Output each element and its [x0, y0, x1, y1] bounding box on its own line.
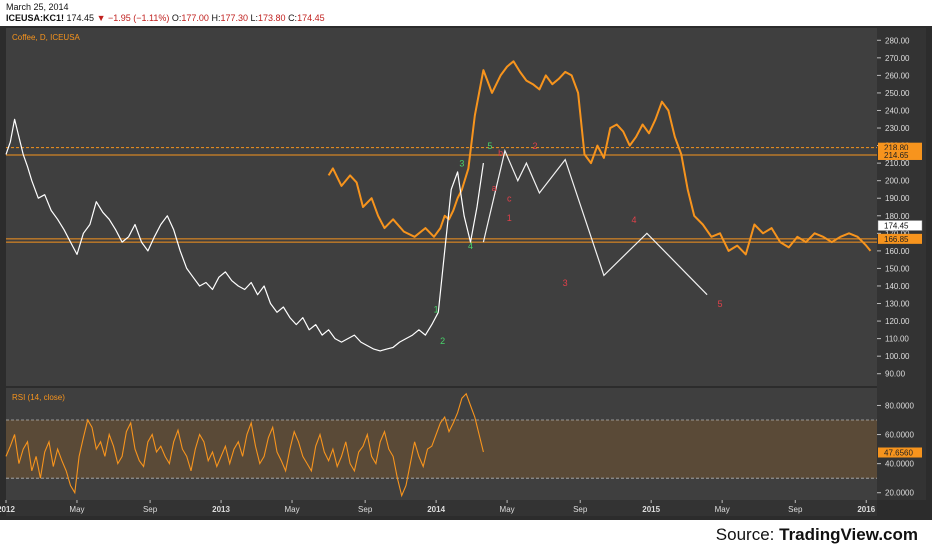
source-label: Source:: [715, 525, 775, 544]
y-tick-label: 210.00: [885, 159, 910, 168]
x-tick-label: May: [500, 505, 515, 514]
y-tick-label: 240.00: [885, 106, 910, 115]
y-tick-label: 90.00: [885, 370, 906, 379]
low-label: L:: [250, 13, 259, 23]
rsi-y-tick-label: 80.0000: [885, 401, 914, 410]
x-tick-label: May: [715, 505, 730, 514]
x-tick-label: 2012: [0, 505, 15, 514]
wave-label: a: [492, 183, 497, 193]
wave-label: b: [498, 148, 503, 158]
y-tick-label: 230.00: [885, 124, 910, 133]
level-tag: [878, 233, 922, 244]
y-tick-label: 260.00: [885, 71, 910, 80]
rsi-y-tick-label: 60.0000: [885, 431, 914, 440]
last-price-label: 174.45: [884, 222, 909, 231]
level-tag: [878, 142, 922, 153]
rsi-title: RSI (14, close): [12, 393, 65, 402]
level-label: 214.65: [884, 151, 909, 160]
rsi-y-tick-label: 40.0000: [885, 460, 914, 469]
symbol-label: ICEUSA:KC1!: [6, 13, 65, 23]
y-tick-label: 170.00: [885, 229, 910, 238]
wave-label: 2: [440, 336, 445, 346]
y-tick-label: 130.00: [885, 300, 910, 309]
rsi-line[interactable]: [5, 392, 484, 498]
wave-label: 5: [487, 141, 492, 151]
header-quote: ICEUSA:KC1! 174.45 ▼ −1.95 (−1.11%) O:17…: [6, 13, 325, 23]
x-tick-label: Sep: [358, 505, 373, 514]
wave-label: 1: [434, 304, 439, 314]
quote-header: March 25, 2014 ICEUSA:KC1! 174.45 ▼ −1.9…: [0, 0, 932, 26]
y-tick-label: 180.00: [885, 212, 910, 221]
header-date: March 25, 2014: [6, 2, 69, 12]
main-pane[interactable]: [6, 28, 877, 386]
high-label: H:: [211, 13, 221, 23]
rsi-last-label: 47.6560: [884, 449, 913, 458]
x-tick-label: Sep: [573, 505, 588, 514]
x-tick-label: 2013: [212, 505, 230, 514]
y-tick-label: 250.00: [885, 89, 910, 98]
high-value: 177.30: [220, 13, 248, 23]
y-tick-label: 270.00: [885, 54, 910, 63]
chart-area[interactable]: 90.00 100.00 110.00 120.00 130.00 140.00 150.0…: [0, 26, 932, 520]
wave-label: 4: [631, 215, 636, 225]
wave-label: c: [507, 194, 512, 204]
x-tick-label: 2016: [857, 505, 875, 514]
level-label: 166.85: [884, 235, 909, 244]
wave-label: 2: [533, 141, 538, 151]
y-tick-label: 120.00: [885, 317, 910, 326]
wave-label: 3: [459, 159, 464, 169]
wave-projection[interactable]: [482, 148, 708, 296]
x-tick-label: May: [69, 505, 84, 514]
wave-label: 1: [507, 213, 512, 223]
x-tick-label: Sep: [788, 505, 803, 514]
x-tick-label: 2014: [427, 505, 445, 514]
x-tick-label: Sep: [143, 505, 158, 514]
close-label: C:: [288, 13, 298, 23]
y-tick-label: 200.00: [885, 177, 910, 186]
wave-label: 3: [563, 278, 568, 288]
x-tick-label: May: [284, 505, 299, 514]
last-price-tag: [877, 220, 923, 231]
level-tag: [878, 149, 922, 160]
coffee-price-line[interactable]: [327, 60, 872, 256]
price-change: ▼ −1.95 (−1.11%): [96, 13, 170, 23]
last-price: 174.45: [66, 13, 95, 23]
y-tick-label: 280.00: [885, 36, 910, 45]
price-scale[interactable]: [877, 28, 926, 500]
y-tick-label: 150.00: [885, 264, 910, 273]
level-label: 218.80: [884, 144, 909, 153]
low-value: 173.80: [258, 13, 286, 23]
x-tick-label: 2015: [642, 505, 660, 514]
time-scale[interactable]: [6, 500, 877, 516]
wave-label: 4: [468, 241, 473, 251]
wave-label: 5: [717, 299, 722, 309]
y-tick-label: 140.00: [885, 282, 910, 291]
rsi-last-tag: [878, 447, 922, 458]
y-tick-label: 160.00: [885, 247, 910, 256]
rsi-band: [6, 420, 877, 479]
y-tick-label: 190.00: [885, 194, 910, 203]
source-credit: Source: TradingView.com: [716, 525, 918, 545]
open-value: 177.00: [181, 13, 209, 23]
rsi-y-tick-label: 20.0000: [885, 489, 914, 498]
comparison-price-line[interactable]: [5, 118, 484, 352]
open-label: O:: [171, 13, 182, 23]
source-brand: TradingView.com: [779, 525, 918, 544]
y-tick-label: 110.00: [885, 335, 909, 344]
y-tick-label: 100.00: [885, 352, 910, 361]
close-value: 174.45: [297, 13, 325, 23]
main-chart-title: Coffee, D, ICEUSA: [12, 33, 81, 42]
